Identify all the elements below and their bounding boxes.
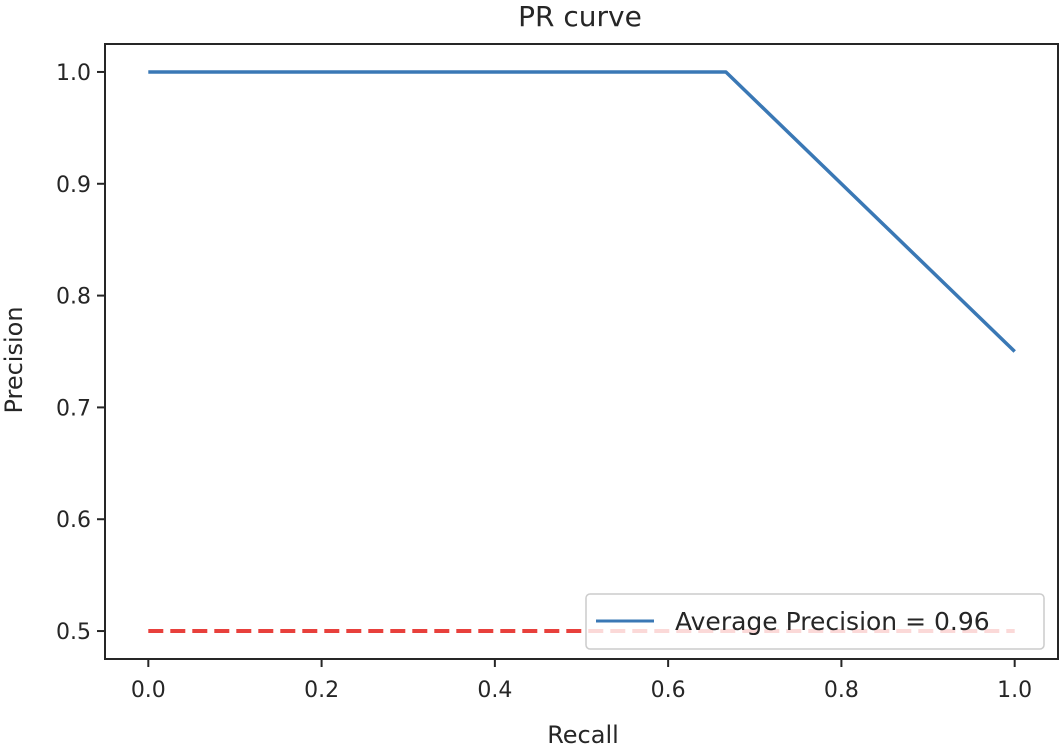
pr-curve-line <box>148 70 1016 353</box>
chart-title: PR curve <box>518 0 642 33</box>
y-tick-label: 1.0 <box>56 61 91 86</box>
y-tick-label: 0.7 <box>56 396 91 421</box>
x-tick-label: 0.2 <box>304 678 339 703</box>
x-tick-label: 1.0 <box>997 678 1032 703</box>
ticks-layer: 0.0 0.2 0.4 0.6 0.8 1.0 0.5 0.6 0.7 0.8 0.9 1.0 <box>56 61 1032 703</box>
x-axis-label: Recall <box>547 721 619 748</box>
x-tick-label: 0.8 <box>824 678 859 703</box>
legend-box <box>585 593 1045 650</box>
y-tick-label: 0.5 <box>56 620 91 645</box>
series-layer <box>148 70 1016 633</box>
y-axis-label: Precision <box>0 306 28 413</box>
y-tick-label: 0.9 <box>56 173 91 198</box>
plot-frame <box>104 43 1059 660</box>
x-tick-label: 0.6 <box>651 678 686 703</box>
legend-label-average-precision: Average Precision = 0.96 <box>675 607 990 636</box>
y-tick-label: 0.6 <box>56 508 91 533</box>
x-tick-label: 0.4 <box>477 678 512 703</box>
y-tick-label: 0.8 <box>56 285 91 310</box>
legend: Average Precision = 0.96 <box>585 593 1045 650</box>
x-tick-label: 0.0 <box>131 678 166 703</box>
